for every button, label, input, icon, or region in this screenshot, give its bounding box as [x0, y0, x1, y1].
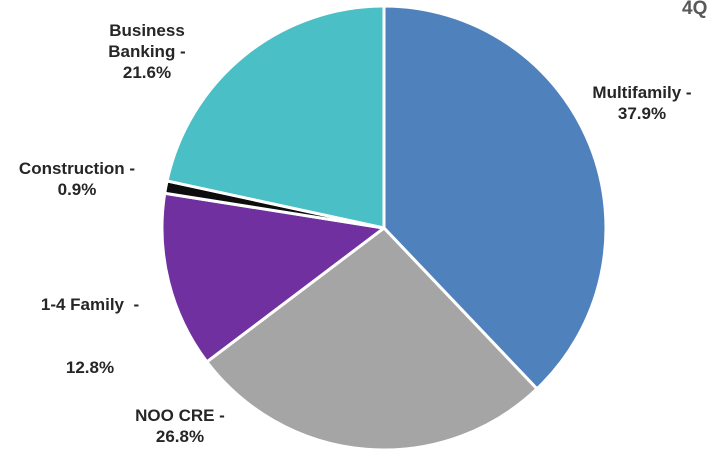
- label-business-banking-line1: Business: [109, 21, 185, 40]
- pie-slice-business-banking: [165, 4, 386, 230]
- pie-slice-multifamily: [382, 4, 608, 391]
- label-noo-cre-value: 26.8%: [155, 427, 205, 446]
- label-multifamily-value: 37.9%: [617, 104, 667, 123]
- label-business-banking: Business Banking - 21.6%: [92, 20, 202, 83]
- label-multifamily-name: Multifamily -: [592, 83, 692, 102]
- pie-slice-noo-cre: [205, 226, 539, 452]
- label-construction-value: 0.9%: [57, 180, 97, 199]
- label-business-banking-line2: Banking -: [108, 42, 186, 61]
- label-construction-name: Construction -: [18, 159, 136, 178]
- label-business-banking-value: 21.6%: [122, 63, 172, 82]
- label-noo-cre: NOO CRE - 26.8%: [120, 405, 240, 447]
- label-construction: Construction - 0.9%: [2, 158, 152, 200]
- label-noo-cre-name: NOO CRE -: [135, 406, 225, 425]
- pie-slice-1-4-family: [160, 191, 386, 364]
- label-1-4-family-name: 1-4 Family -: [40, 295, 140, 314]
- label-multifamily: Multifamily - 37.9%: [562, 82, 722, 124]
- label-1-4-family-value: 12.8%: [65, 358, 115, 377]
- label-1-4-family: 1-4 Family - 12.8%: [20, 252, 160, 399]
- chart-title-fragment: 4Q: [682, 0, 708, 19]
